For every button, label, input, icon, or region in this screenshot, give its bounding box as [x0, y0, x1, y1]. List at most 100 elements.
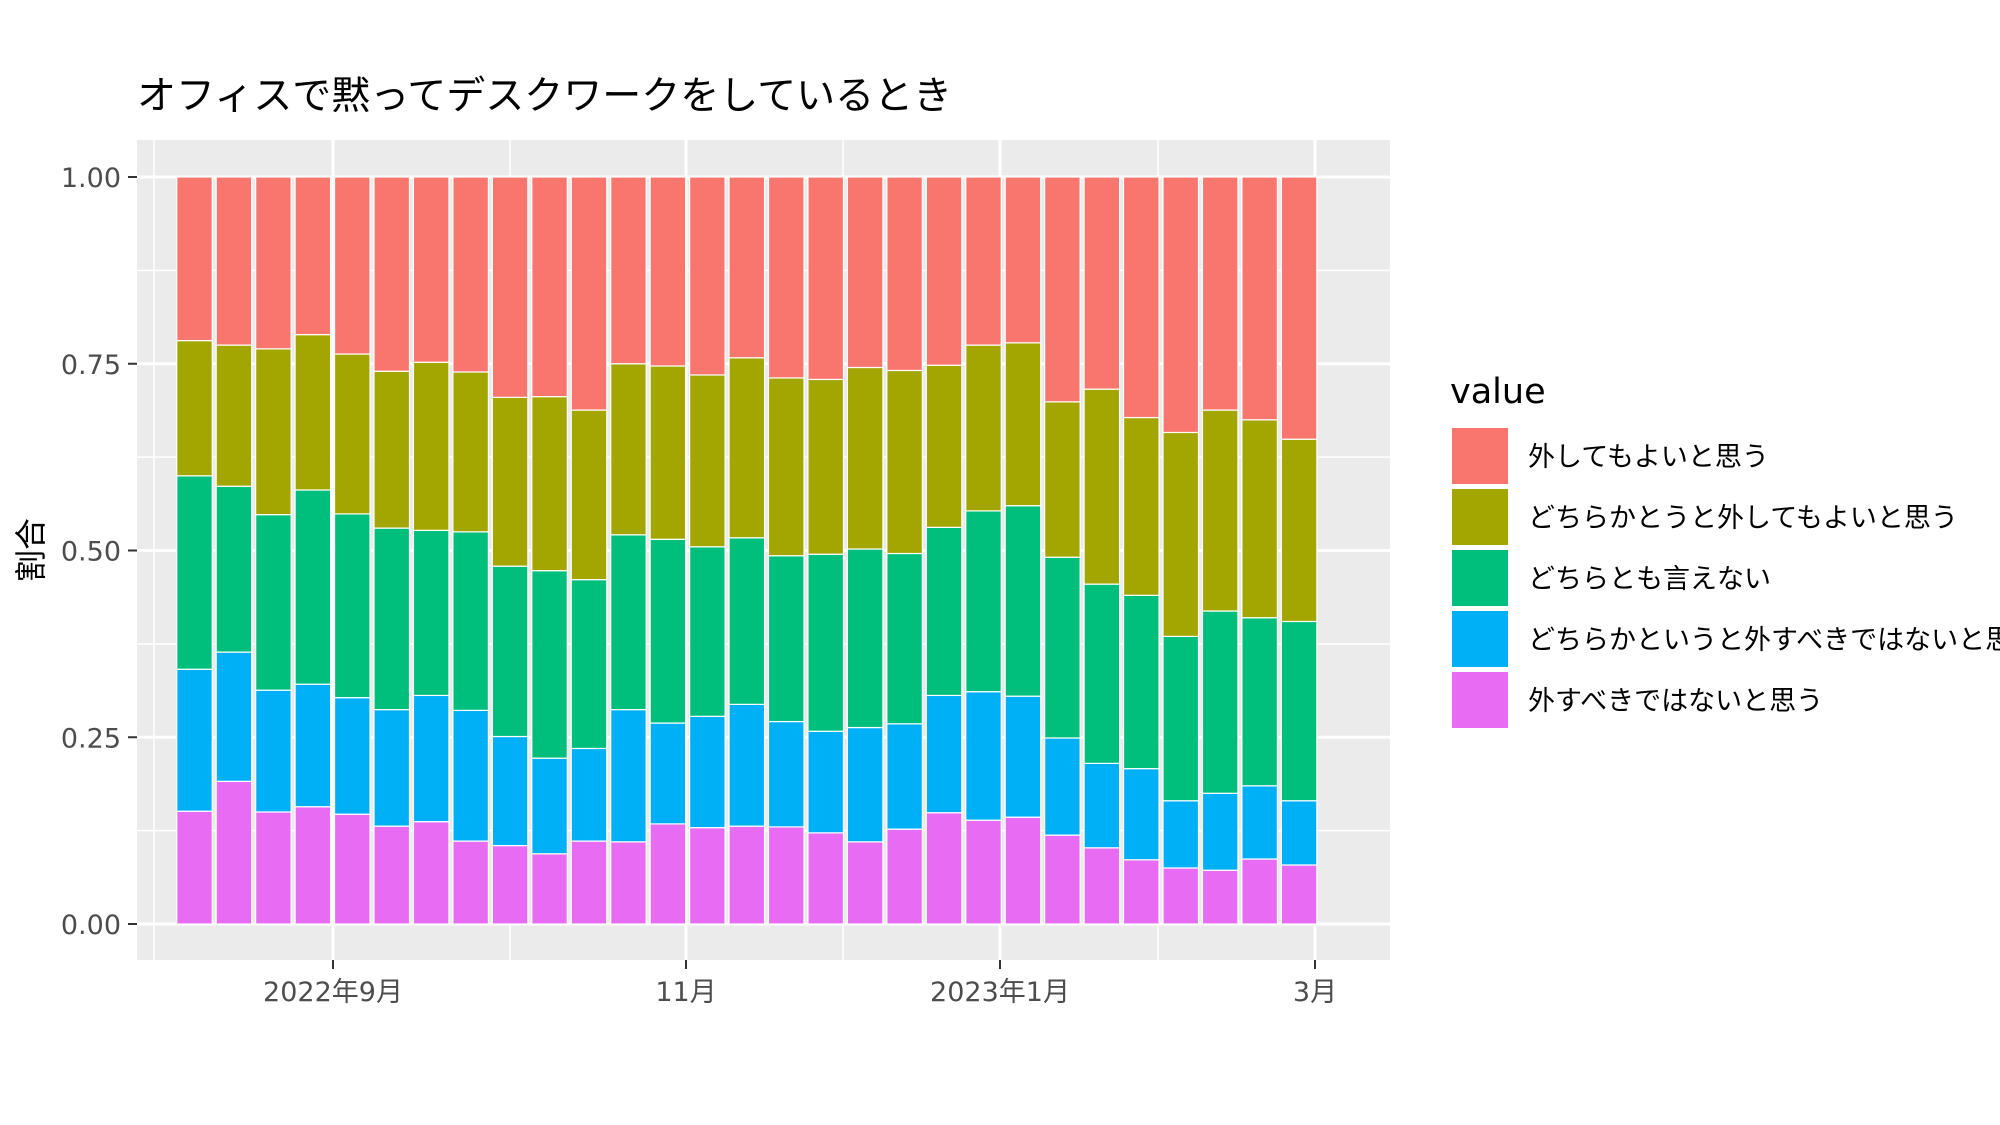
- bar-segment: [965, 691, 1002, 821]
- bar-segment: [767, 555, 805, 723]
- bar-segment: [412, 361, 450, 531]
- bar-segment: [333, 176, 371, 355]
- bar-segment: [412, 694, 450, 823]
- bar-segment: [215, 485, 253, 653]
- bar-segment: [1044, 834, 1081, 925]
- legend-title: value: [1450, 372, 1546, 412]
- bar-segment: [373, 709, 411, 827]
- bar-segment: [1280, 620, 1318, 802]
- x-axis: 2022年9月 11月 2023年1月 3月: [263, 960, 1337, 1008]
- bar-segment: [1122, 416, 1160, 596]
- bar-segment: [1083, 176, 1121, 390]
- legend-label: どちらとも言えない: [1528, 564, 1771, 595]
- bar-segment: [767, 176, 805, 379]
- bar-segment: [176, 176, 213, 342]
- bar-segment: [1162, 867, 1200, 925]
- legend-key: [1452, 672, 1508, 728]
- bar-segment: [728, 357, 766, 539]
- bar-segment: [294, 334, 332, 491]
- bar-segment: [1162, 176, 1200, 434]
- bar-segment: [294, 683, 332, 808]
- bar-segment: [294, 176, 332, 336]
- bar-segment: [1162, 431, 1200, 638]
- bar-segment: [570, 579, 608, 750]
- bar-segment: [1044, 176, 1081, 403]
- bar-segment: [176, 810, 213, 925]
- bar-segment: [531, 176, 568, 398]
- bar-segment: [886, 828, 923, 925]
- bar-segment: [1083, 762, 1121, 849]
- bar-segment: [255, 514, 292, 691]
- bar-segment: [610, 534, 647, 711]
- bar-segment: [176, 475, 213, 670]
- x-tick-label: 11月: [655, 977, 716, 1008]
- bar-segment: [767, 377, 805, 557]
- bar-segment: [373, 527, 411, 711]
- x-tick-label: 3月: [1293, 977, 1337, 1008]
- bar-segment: [846, 548, 884, 729]
- bar-segment: [807, 378, 845, 555]
- bar-segment: [255, 348, 292, 516]
- bar-segment: [688, 715, 726, 829]
- bar-segment: [688, 176, 726, 376]
- bar-segment: [1083, 388, 1121, 585]
- bar-segment: [1280, 438, 1318, 623]
- bar-segment: [1280, 176, 1318, 440]
- bar-segment: [688, 546, 726, 717]
- bars-layer: [176, 176, 1318, 925]
- y-tick-label: 0.50: [61, 537, 121, 568]
- bar-segment: [333, 697, 371, 815]
- bar-segment: [333, 513, 371, 699]
- bar-segment: [610, 176, 647, 365]
- bar-segment: [333, 353, 371, 515]
- bar-segment: [1083, 583, 1121, 764]
- bar-segment: [412, 529, 450, 697]
- bar-segment: [886, 369, 923, 555]
- bar-segment: [1201, 176, 1239, 411]
- bar-segment: [846, 841, 884, 925]
- bar-segment: [412, 821, 450, 925]
- bar-segment: [491, 565, 529, 738]
- y-tick-label: 0.00: [61, 910, 121, 941]
- bar-segment: [965, 510, 1002, 693]
- bar-segment: [1004, 695, 1042, 818]
- bar-segment: [807, 553, 845, 732]
- legend-label: どちらかというと外すべきではないと思う: [1528, 625, 2000, 656]
- bar-segment: [925, 176, 963, 366]
- bar-segment: [570, 747, 608, 842]
- bar-segment: [1162, 635, 1200, 802]
- x-tick-label: 2023年1月: [930, 977, 1070, 1008]
- bar-segment: [452, 709, 489, 842]
- bar-segment: [531, 757, 568, 855]
- bar-segment: [491, 735, 529, 847]
- bar-segment: [570, 840, 608, 925]
- bar-segment: [215, 344, 253, 487]
- bar-segment: [610, 841, 647, 925]
- bar-segment: [688, 374, 726, 548]
- bar-segment: [728, 176, 766, 359]
- bar-segment: [807, 176, 845, 381]
- bar-segment: [491, 844, 529, 925]
- bar-segment: [728, 537, 766, 705]
- bar-segment: [373, 176, 411, 372]
- bar-segment: [767, 720, 805, 828]
- bar-segment: [1241, 419, 1279, 619]
- y-tick-label: 0.25: [61, 723, 121, 754]
- bar-segment: [1241, 617, 1279, 787]
- x-tick-label: 2022年9月: [263, 977, 403, 1008]
- bar-segment: [1004, 505, 1042, 697]
- bar-segment: [294, 489, 332, 685]
- bar-segment: [649, 176, 687, 367]
- bar-segment: [1201, 869, 1239, 925]
- y-tick-label: 0.75: [61, 350, 121, 381]
- bar-segment: [846, 366, 884, 550]
- bar-segment: [1201, 409, 1239, 612]
- bar-segment: [1201, 610, 1239, 794]
- legend-key: [1452, 428, 1508, 484]
- bar-segment: [1241, 785, 1279, 860]
- bar-segment: [1241, 858, 1279, 925]
- bar-segment: [1004, 176, 1042, 344]
- bar-segment: [1241, 176, 1279, 421]
- bar-segment: [649, 823, 687, 925]
